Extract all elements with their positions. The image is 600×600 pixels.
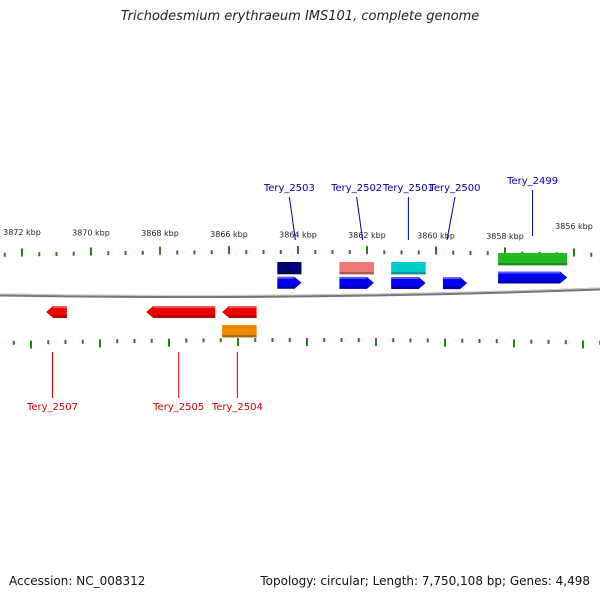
tick-label: 3872 kbp: [3, 228, 41, 237]
tick-label: 3858 kbp: [486, 232, 524, 241]
gene-tery-2501-arrow-highlight: [391, 276, 419, 279]
gene-tery-2503-label[interactable]: Tery_2503: [263, 183, 315, 194]
genome-title: Trichodesmium erythraeum IMS101, complet…: [120, 9, 480, 24]
gene-track: [46, 253, 568, 338]
gene-tery-2502-feature[interactable]: [339, 262, 374, 274]
gene-tery-2505-arrow-body[interactable]: [146, 306, 216, 318]
tick-track-top: [3, 246, 593, 257]
gene-tery-2500-leader: [446, 196, 456, 241]
gene-tery-2507-arrow-body[interactable]: [46, 306, 67, 318]
gene-tery-2501-arrow-shade: [391, 285, 419, 289]
gene-tery-2505-label[interactable]: Tery_2505: [152, 402, 204, 413]
gene-tery-2504-arrow-body[interactable]: [222, 306, 257, 318]
genome-backbone-highlight: [0, 287, 600, 297]
gene-tery-2503-arrow-body[interactable]: [277, 276, 302, 289]
tick-label: 3862 kbp: [348, 231, 386, 240]
topology-text: Topology: circular; Length: 7,750,108 bp…: [260, 574, 590, 588]
gene-tery-2501-arrow-body[interactable]: [391, 276, 426, 289]
gene-tery-2501-feature[interactable]: [391, 262, 426, 274]
gene-tery-2499-feature[interactable]: [498, 253, 568, 265]
gene-tery-2505-arrow-highlight: [153, 306, 216, 308]
tick-label: 3870 kbp: [72, 228, 110, 237]
gene-tery-2500-label[interactable]: Tery_2500: [428, 183, 480, 194]
gene-tery-2504-arrow-highlight: [229, 306, 257, 308]
genome-backbone: [0, 287, 600, 299]
tick-track-bottom: [12, 338, 600, 349]
gene-tery-2505-arrow-shade: [153, 315, 216, 318]
gene-tery-2502-arrow-shade: [339, 285, 367, 289]
gene-tery-2499-arrow-body[interactable]: [498, 271, 568, 284]
gene-tery-2503-feature[interactable]: [277, 262, 302, 274]
gene-tery-2502-feature-shade: [339, 272, 374, 275]
gene-tery-2504-feature-shade: [222, 335, 257, 338]
gene-tery-2507-arrow-shade: [53, 315, 67, 318]
gene-tery-2504-arrow-shade: [229, 315, 257, 318]
gene-tery-2505-arrow[interactable]: [146, 306, 216, 318]
gene-tery-2504-arrow[interactable]: [222, 306, 257, 318]
gene-tery-2499-arrow-shade: [498, 280, 561, 284]
gene-tery-2499-feature-shade: [498, 263, 568, 266]
gene-tery-2502-arrow-body[interactable]: [339, 276, 374, 289]
gene-tery-2500-arrow[interactable]: [442, 277, 468, 290]
gene-tery-2501-feature-shade: [391, 272, 426, 275]
gene-tery-2504-feature[interactable]: [222, 325, 257, 337]
gene-tery-2503-arrow[interactable]: [277, 276, 302, 289]
gene-tery-2502-arrow[interactable]: [339, 276, 374, 289]
tick-label: 3864 kbp: [279, 231, 317, 240]
gene-tery-2500-arrow-body[interactable]: [442, 277, 468, 290]
gene-tery-2499-label[interactable]: Tery_2499: [506, 176, 558, 187]
tick-label: 3856 kbp: [555, 222, 593, 231]
tick-label: 3866 kbp: [210, 230, 248, 239]
tick-label: 3868 kbp: [141, 229, 179, 238]
gene-tery-2507-arrow[interactable]: [46, 306, 67, 318]
gene-tery-2507-label[interactable]: Tery_2507: [26, 402, 78, 413]
tick-label: 3860 kbp: [417, 231, 455, 240]
gene-tery-2500-arrow-shade: [442, 286, 461, 290]
gene-tery-2502-label[interactable]: Tery_2502: [330, 183, 382, 194]
gene-tery-2503-leader: [288, 196, 296, 241]
gene-tery-2503-arrow-highlight: [277, 276, 295, 279]
gene-tery-2503-arrow-shade: [277, 285, 295, 289]
gene-tery-2499-arrow[interactable]: [498, 271, 568, 284]
gene-tery-2500-arrow-highlight: [442, 277, 461, 280]
gene-tery-2504-label[interactable]: Tery_2504: [211, 402, 263, 413]
gene-tery-2502-arrow-highlight: [339, 276, 367, 279]
gene-tery-2507-arrow-highlight: [53, 306, 67, 308]
gene-tery-2499-arrow-highlight: [498, 271, 561, 274]
gene-tery-2501-label[interactable]: Tery_2501: [382, 183, 434, 194]
gene-tery-2501-arrow[interactable]: [391, 276, 426, 289]
accession-text: Accession: NC_008312: [9, 574, 146, 588]
gene-tery-2502-leader: [356, 196, 364, 241]
tick-labels: 3872 kbp 3870 kbp 3868 kbp 3866 kbp 3864 kbp…: [3, 222, 593, 241]
gene-tery-2503-feature-shade: [277, 272, 302, 275]
